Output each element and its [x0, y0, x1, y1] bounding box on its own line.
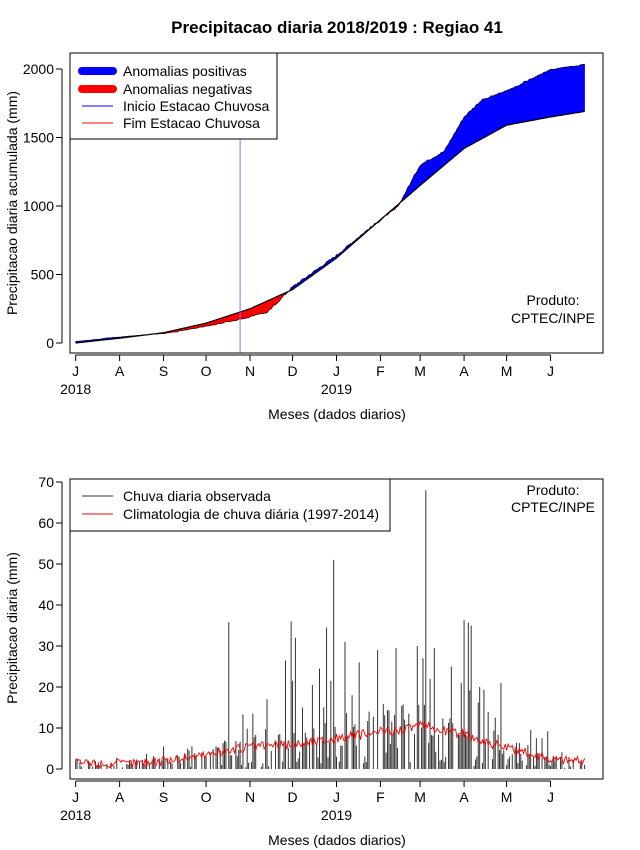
- top-month-label-7: F: [376, 363, 385, 379]
- legend-label-season-end: Fim Estacao Chuvosa: [123, 115, 260, 131]
- top-y-tick-label-0: 0: [46, 335, 54, 351]
- top-month-label-0: J: [72, 363, 79, 379]
- chart-title: Precipitacao diaria 2018/2019 : Regiao 4…: [171, 18, 503, 37]
- cumulative-precipitation-chart: 0 500 1000 1500 2000 J A S O N D J F M A M J 2018 2019 Pr…: [4, 52, 604, 422]
- bottom-month-label-4: N: [245, 789, 255, 805]
- top-month-label-6: J: [333, 363, 340, 379]
- top-month-label-4: N: [245, 363, 255, 379]
- bottom-month-label-2: S: [159, 789, 168, 805]
- negative-anomaly-area-1: [150, 291, 289, 335]
- bottom-y-tick-label-70: 70: [38, 474, 54, 490]
- observed-cumulative-line: [75, 63, 585, 342]
- bottom-y-tick-label-20: 20: [38, 679, 54, 695]
- top-month-label-2: S: [159, 363, 168, 379]
- bottom-month-label-3: O: [201, 789, 212, 805]
- bottom-y-axis-label: Precipitacao diaria (mm): [4, 552, 20, 704]
- top-y-tick-label-1500: 1500: [23, 130, 54, 146]
- legend-label-positive: Anomalias positivas: [123, 63, 247, 79]
- positive-anomaly-area-2: [288, 222, 377, 293]
- bottom-month-label-11: J: [547, 789, 554, 805]
- bottom-x-axis-label: Meses (dados diarios): [268, 832, 406, 848]
- bottom-credit-label: Produto:: [527, 482, 580, 498]
- top-plot-frame: [69, 52, 604, 354]
- daily-data-layer: [75, 490, 586, 769]
- bottom-month-label-0: J: [72, 789, 79, 805]
- bottom-y-tick-label-30: 30: [38, 638, 54, 654]
- bottom-y-tick-label-60: 60: [38, 515, 54, 531]
- top-month-label-9: A: [459, 363, 469, 379]
- bottom-month-label-10: M: [501, 789, 513, 805]
- top-y-tick-label-500: 500: [31, 267, 55, 283]
- top-month-label-11: J: [547, 363, 554, 379]
- top-y-axis-label: Precipitacao diaria acumulada (mm): [4, 91, 20, 315]
- top-month-label-3: O: [201, 363, 212, 379]
- top-month-label-8: M: [414, 363, 426, 379]
- bottom-credit-source: CPTEC/INPE: [511, 499, 595, 515]
- top-legend: Anomalias positivas Anomalias negativas …: [69, 52, 278, 140]
- positive-anomaly-area-4: [398, 63, 585, 206]
- bottom-month-label-5: D: [287, 789, 297, 805]
- top-month-label-10: M: [501, 363, 513, 379]
- climatology-cumulative-line: [75, 110, 585, 344]
- bottom-y-axis: 0 10 20 30 40 50 60 70: [38, 474, 63, 777]
- climatology-daily-line: [75, 720, 585, 769]
- legend-label-season-start: Inicio Estacao Chuvosa: [123, 98, 270, 114]
- legend-label-climatology: Climatologia de chuva diária (1997-2014): [123, 506, 379, 522]
- top-credit-label: Produto:: [527, 292, 580, 308]
- bottom-month-label-7: F: [376, 789, 385, 805]
- bottom-month-label-1: A: [115, 789, 125, 805]
- top-y-tick-label-1000: 1000: [23, 198, 54, 214]
- legend-label-observed: Chuva diaria observada: [123, 488, 271, 504]
- bottom-month-label-8: M: [414, 789, 426, 805]
- bottom-y-tick-label-50: 50: [38, 556, 54, 572]
- bottom-year-label-2019: 2019: [321, 807, 352, 823]
- bottom-month-label-6: J: [333, 789, 340, 805]
- top-y-axis: 0 500 1000 1500 2000: [23, 61, 63, 351]
- top-month-label-1: A: [115, 363, 125, 379]
- top-y-tick-label-2000: 2000: [23, 61, 54, 77]
- top-x-axis-label: Meses (dados diarios): [268, 406, 406, 422]
- bottom-legend-box: [69, 478, 391, 532]
- daily-precipitation-chart: 0 10 20 30 40 50 60 70 J A S O N D J F M A M J 2018 2019 Pre…: [4, 474, 604, 848]
- bottom-legend: Chuva diaria observada Climatologia de c…: [69, 478, 391, 532]
- top-x-axis: J A S O N D J F M A M J 2018 2019: [60, 354, 554, 397]
- bottom-y-tick-label-10: 10: [38, 720, 54, 736]
- bottom-year-label-2018: 2018: [60, 807, 91, 823]
- top-credit-source: CPTEC/INPE: [511, 310, 595, 326]
- bottom-y-tick-label-0: 0: [46, 761, 54, 777]
- bottom-month-label-9: A: [459, 789, 469, 805]
- legend-label-negative: Anomalias negativas: [123, 81, 252, 97]
- top-month-label-5: D: [287, 363, 297, 379]
- bottom-x-axis: J A S O N D J F M A M J 2018 2019: [60, 780, 554, 823]
- cumulative-data-layer: [75, 53, 585, 353]
- top-year-label-2019: 2019: [321, 381, 352, 397]
- top-year-label-2018: 2018: [60, 381, 91, 397]
- bottom-y-tick-label-40: 40: [38, 597, 54, 613]
